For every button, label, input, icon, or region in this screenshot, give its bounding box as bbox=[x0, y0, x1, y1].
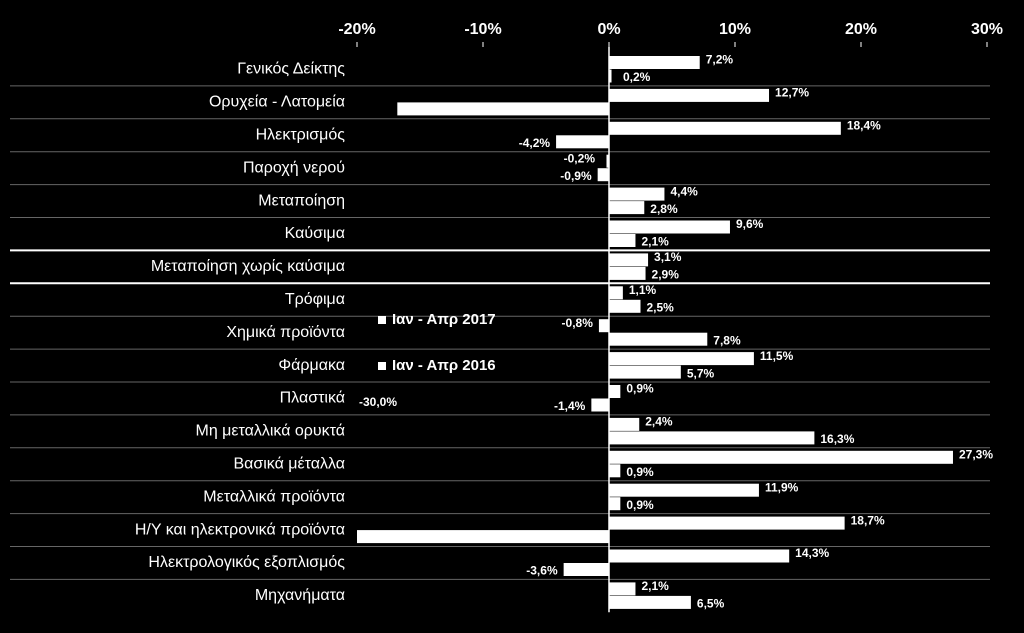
x-tick-label: 30% bbox=[971, 21, 1003, 38]
category-label: Γενικός Δείκτης bbox=[237, 61, 345, 78]
bar bbox=[609, 286, 623, 300]
bar bbox=[609, 88, 770, 102]
bar bbox=[609, 549, 790, 563]
legend-label: Ιαν - Απρ 2016 bbox=[392, 357, 496, 374]
bar bbox=[609, 187, 665, 201]
bar bbox=[609, 121, 841, 135]
category-label: Η/Υ και ηλεκτρονικά προϊόντα bbox=[135, 521, 345, 538]
category-label: Ηλεκτρισμός bbox=[256, 126, 346, 143]
x-tick-label: -10% bbox=[464, 21, 501, 38]
bar bbox=[609, 516, 845, 530]
category-label: Καύσιμα bbox=[285, 225, 345, 242]
value-label: 2,9% bbox=[652, 268, 680, 282]
value-label: -30,0% bbox=[359, 395, 397, 409]
value-label: 11,5% bbox=[760, 349, 794, 363]
bar bbox=[598, 319, 609, 333]
bar bbox=[609, 299, 641, 313]
x-tick-label: 0% bbox=[597, 21, 620, 38]
category-label: Πλαστικά bbox=[280, 390, 345, 407]
category-label: Φάρμακα bbox=[278, 357, 345, 374]
value-label: 2,4% bbox=[645, 415, 673, 429]
value-label: 0,9% bbox=[626, 498, 654, 512]
category-label: Παροχή νερού bbox=[243, 159, 345, 176]
bar bbox=[609, 417, 640, 431]
bar bbox=[609, 483, 759, 497]
value-label: 2,8% bbox=[650, 202, 678, 216]
category-label: Χημικά προϊόντα bbox=[226, 324, 345, 341]
value-label: 18,4% bbox=[847, 118, 881, 132]
legend-label: Ιαν - Απρ 2017 bbox=[392, 311, 496, 328]
bar bbox=[609, 365, 681, 379]
bar bbox=[609, 201, 645, 215]
bar bbox=[609, 56, 700, 69]
bar bbox=[609, 234, 636, 247]
value-label: -0,2% bbox=[564, 151, 596, 165]
value-label: 9,6% bbox=[736, 217, 764, 231]
category-label: Μη μεταλλικά ορυκτά bbox=[195, 423, 345, 440]
value-label: -0,9% bbox=[560, 169, 592, 183]
bar bbox=[609, 464, 621, 478]
value-label: 2,1% bbox=[641, 235, 669, 249]
value-label: 0,9% bbox=[626, 465, 654, 479]
bar bbox=[357, 530, 609, 544]
bar bbox=[609, 497, 621, 511]
bar bbox=[609, 582, 636, 596]
x-tick-label: -20% bbox=[338, 21, 375, 38]
bar bbox=[563, 563, 609, 576]
bar bbox=[597, 168, 609, 182]
bar bbox=[609, 253, 649, 267]
value-label: 16,3% bbox=[820, 432, 854, 446]
value-label: 11,9% bbox=[765, 480, 799, 494]
bars bbox=[357, 56, 953, 609]
category-label: Μηχανήματα bbox=[255, 587, 345, 604]
category-label: Βασικά μέταλλα bbox=[233, 455, 345, 472]
x-tick-label: 20% bbox=[845, 21, 877, 38]
value-label: 6,5% bbox=[697, 597, 725, 611]
value-label: -4,2% bbox=[519, 136, 551, 150]
category-label: Τρόφιμα bbox=[285, 291, 345, 308]
value-label: 14,3% bbox=[795, 546, 829, 560]
x-tick-label: 10% bbox=[719, 21, 751, 38]
bar bbox=[609, 266, 646, 280]
value-label: 0,2% bbox=[623, 70, 651, 84]
value-label: 12,7% bbox=[775, 86, 809, 100]
bar bbox=[609, 69, 612, 83]
value-label: 2,5% bbox=[647, 300, 675, 314]
value-label: 0,9% bbox=[626, 382, 654, 396]
value-label: 7,8% bbox=[713, 333, 741, 347]
bar bbox=[606, 154, 609, 168]
value-label: 3,1% bbox=[654, 250, 682, 264]
category-label: Ηλεκτρολογικός εξοπλισμός bbox=[148, 554, 345, 571]
category-label: Ορυχεία - Λατομεία bbox=[209, 94, 345, 111]
value-label: 2,1% bbox=[641, 579, 669, 593]
bar bbox=[556, 135, 609, 149]
category-label: Μεταποίηση bbox=[258, 192, 345, 209]
bar bbox=[397, 102, 609, 116]
bar bbox=[609, 385, 621, 398]
value-label: 1,1% bbox=[629, 283, 657, 297]
bar bbox=[609, 450, 953, 464]
value-label: -3,6% bbox=[526, 564, 558, 578]
value-label: -0,8% bbox=[562, 316, 594, 330]
bar bbox=[609, 595, 691, 609]
value-label: 7,2% bbox=[706, 53, 734, 67]
bar bbox=[609, 220, 730, 234]
value-label: 18,7% bbox=[851, 513, 885, 527]
category-label: Μεταποίηση χωρίς καύσιμα bbox=[151, 258, 345, 275]
value-label: 27,3% bbox=[959, 447, 993, 461]
category-label: Μεταλλικά προϊόντα bbox=[203, 488, 345, 505]
value-label: 4,4% bbox=[670, 184, 698, 198]
value-label: 5,7% bbox=[687, 366, 715, 380]
bar bbox=[591, 398, 609, 412]
legend-swatch bbox=[378, 362, 386, 370]
bar bbox=[609, 332, 708, 346]
bar bbox=[609, 431, 815, 445]
bar bbox=[609, 352, 754, 366]
legend-swatch bbox=[378, 316, 386, 324]
value-label: -1,4% bbox=[554, 399, 586, 413]
